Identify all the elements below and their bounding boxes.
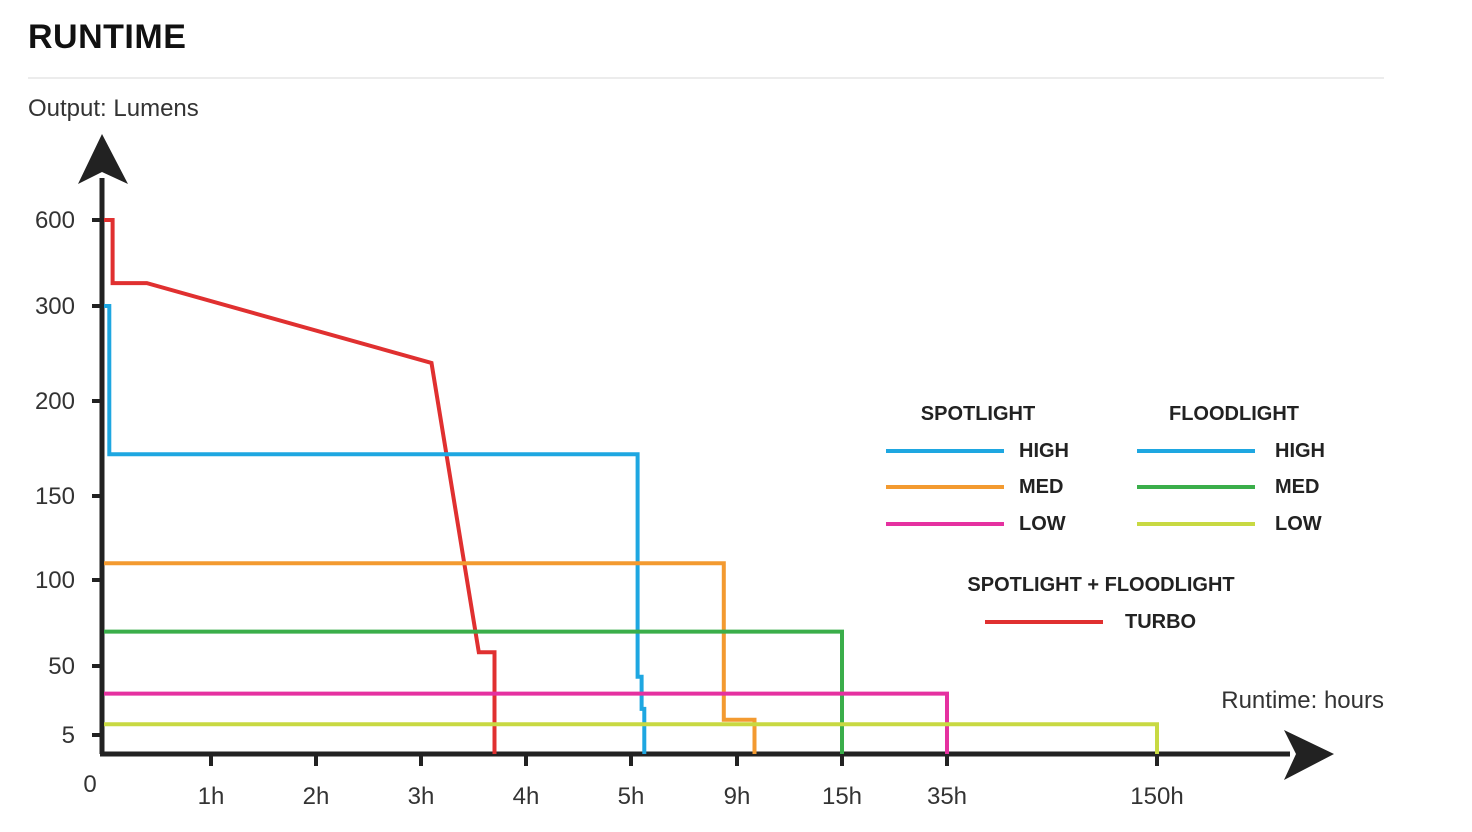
series-line-3-med (104, 629, 844, 754)
series-line-2-med (104, 561, 757, 754)
x-ticks: 1h 2h 3h 4h 5h 9h 15h 35h 150h (198, 754, 1184, 810)
legend-heading-floodlight: FLOODLIGHT (1169, 403, 1299, 425)
y-tick-label: 50 (48, 653, 75, 680)
y-tick-label: 200 (35, 388, 75, 415)
x-tick-label: 150h (1130, 783, 1183, 810)
legend-heading-spotlight: SPOTLIGHT (921, 403, 1035, 425)
legend-label-floodlight-low: LOW (1275, 513, 1322, 535)
x-tick-label: 9h (724, 783, 751, 810)
page-title: RUNTIME (28, 18, 187, 56)
series-lines (104, 218, 1159, 754)
legend: SPOTLIGHT FLOODLIGHT HIGH MED LOW HIGH M… (886, 403, 1325, 633)
legend-label-turbo: TURBO (1125, 611, 1196, 633)
legend-heading-combo: SPOTLIGHT + FLOODLIGHT (967, 574, 1234, 596)
x-axis-arrow-icon (1284, 730, 1334, 780)
series-line-0-turbo (104, 218, 497, 754)
x-tick-label: 15h (822, 783, 862, 810)
x-tick-label: 2h (303, 783, 330, 810)
y-axis-title: Output: Lumens (28, 95, 199, 122)
legend-label-spotlight-high: HIGH (1019, 440, 1069, 462)
y-tick-label: 300 (35, 293, 75, 320)
x-tick-label: 1h (198, 783, 225, 810)
y-tick-label: 600 (35, 207, 75, 234)
origin-label: 0 (83, 771, 96, 798)
legend-label-floodlight-med: MED (1275, 476, 1319, 498)
x-tick-label: 4h (513, 783, 540, 810)
series-line-1-high (104, 304, 647, 754)
legend-label-spotlight-low: LOW (1019, 513, 1066, 535)
y-axis-arrow-icon (78, 134, 128, 184)
y-tick-label: 150 (35, 483, 75, 510)
y-tick-label: 5 (62, 722, 75, 749)
x-tick-label: 35h (927, 783, 967, 810)
series-line-4-low (104, 691, 949, 754)
legend-label-floodlight-high: HIGH (1275, 440, 1325, 462)
axes (78, 134, 1334, 780)
title-divider (28, 77, 1384, 79)
x-axis-title: Runtime: hours (1221, 687, 1384, 714)
legend-label-spotlight-med: MED (1019, 476, 1063, 498)
x-tick-label: 3h (408, 783, 435, 810)
series-line-5-low (104, 722, 1159, 754)
x-tick-label: 5h (618, 783, 645, 810)
y-ticks: 600 300 200 150 100 50 5 (35, 207, 102, 749)
y-tick-label: 100 (35, 567, 75, 594)
